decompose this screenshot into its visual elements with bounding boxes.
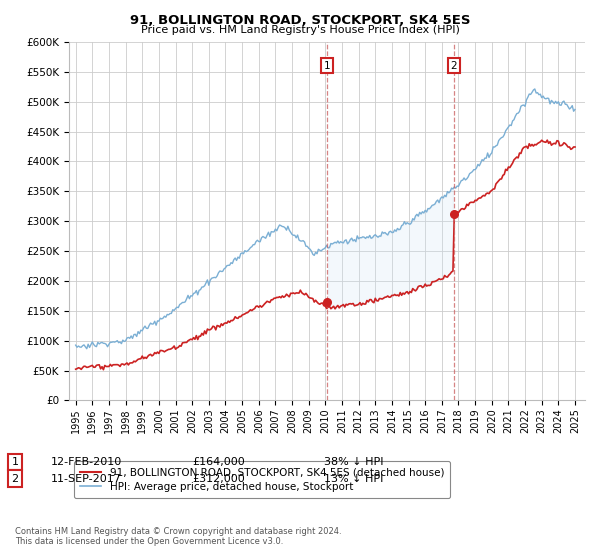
- Text: 1: 1: [11, 457, 19, 467]
- Text: 1: 1: [324, 61, 331, 71]
- Text: 12-FEB-2010: 12-FEB-2010: [51, 457, 122, 467]
- Text: Price paid vs. HM Land Registry's House Price Index (HPI): Price paid vs. HM Land Registry's House …: [140, 25, 460, 35]
- Text: 11-SEP-2017: 11-SEP-2017: [51, 474, 122, 484]
- Text: 13% ↓ HPI: 13% ↓ HPI: [324, 474, 383, 484]
- Text: £164,000: £164,000: [192, 457, 245, 467]
- Text: 38% ↓ HPI: 38% ↓ HPI: [324, 457, 383, 467]
- Text: £312,000: £312,000: [192, 474, 245, 484]
- Text: 2: 2: [11, 474, 19, 484]
- Text: 2: 2: [451, 61, 457, 71]
- Legend: 91, BOLLINGTON ROAD, STOCKPORT, SK4 5ES (detached house), HPI: Average price, de: 91, BOLLINGTON ROAD, STOCKPORT, SK4 5ES …: [74, 461, 451, 498]
- Text: 91, BOLLINGTON ROAD, STOCKPORT, SK4 5ES: 91, BOLLINGTON ROAD, STOCKPORT, SK4 5ES: [130, 14, 470, 27]
- Text: Contains HM Land Registry data © Crown copyright and database right 2024.
This d: Contains HM Land Registry data © Crown c…: [15, 526, 341, 546]
